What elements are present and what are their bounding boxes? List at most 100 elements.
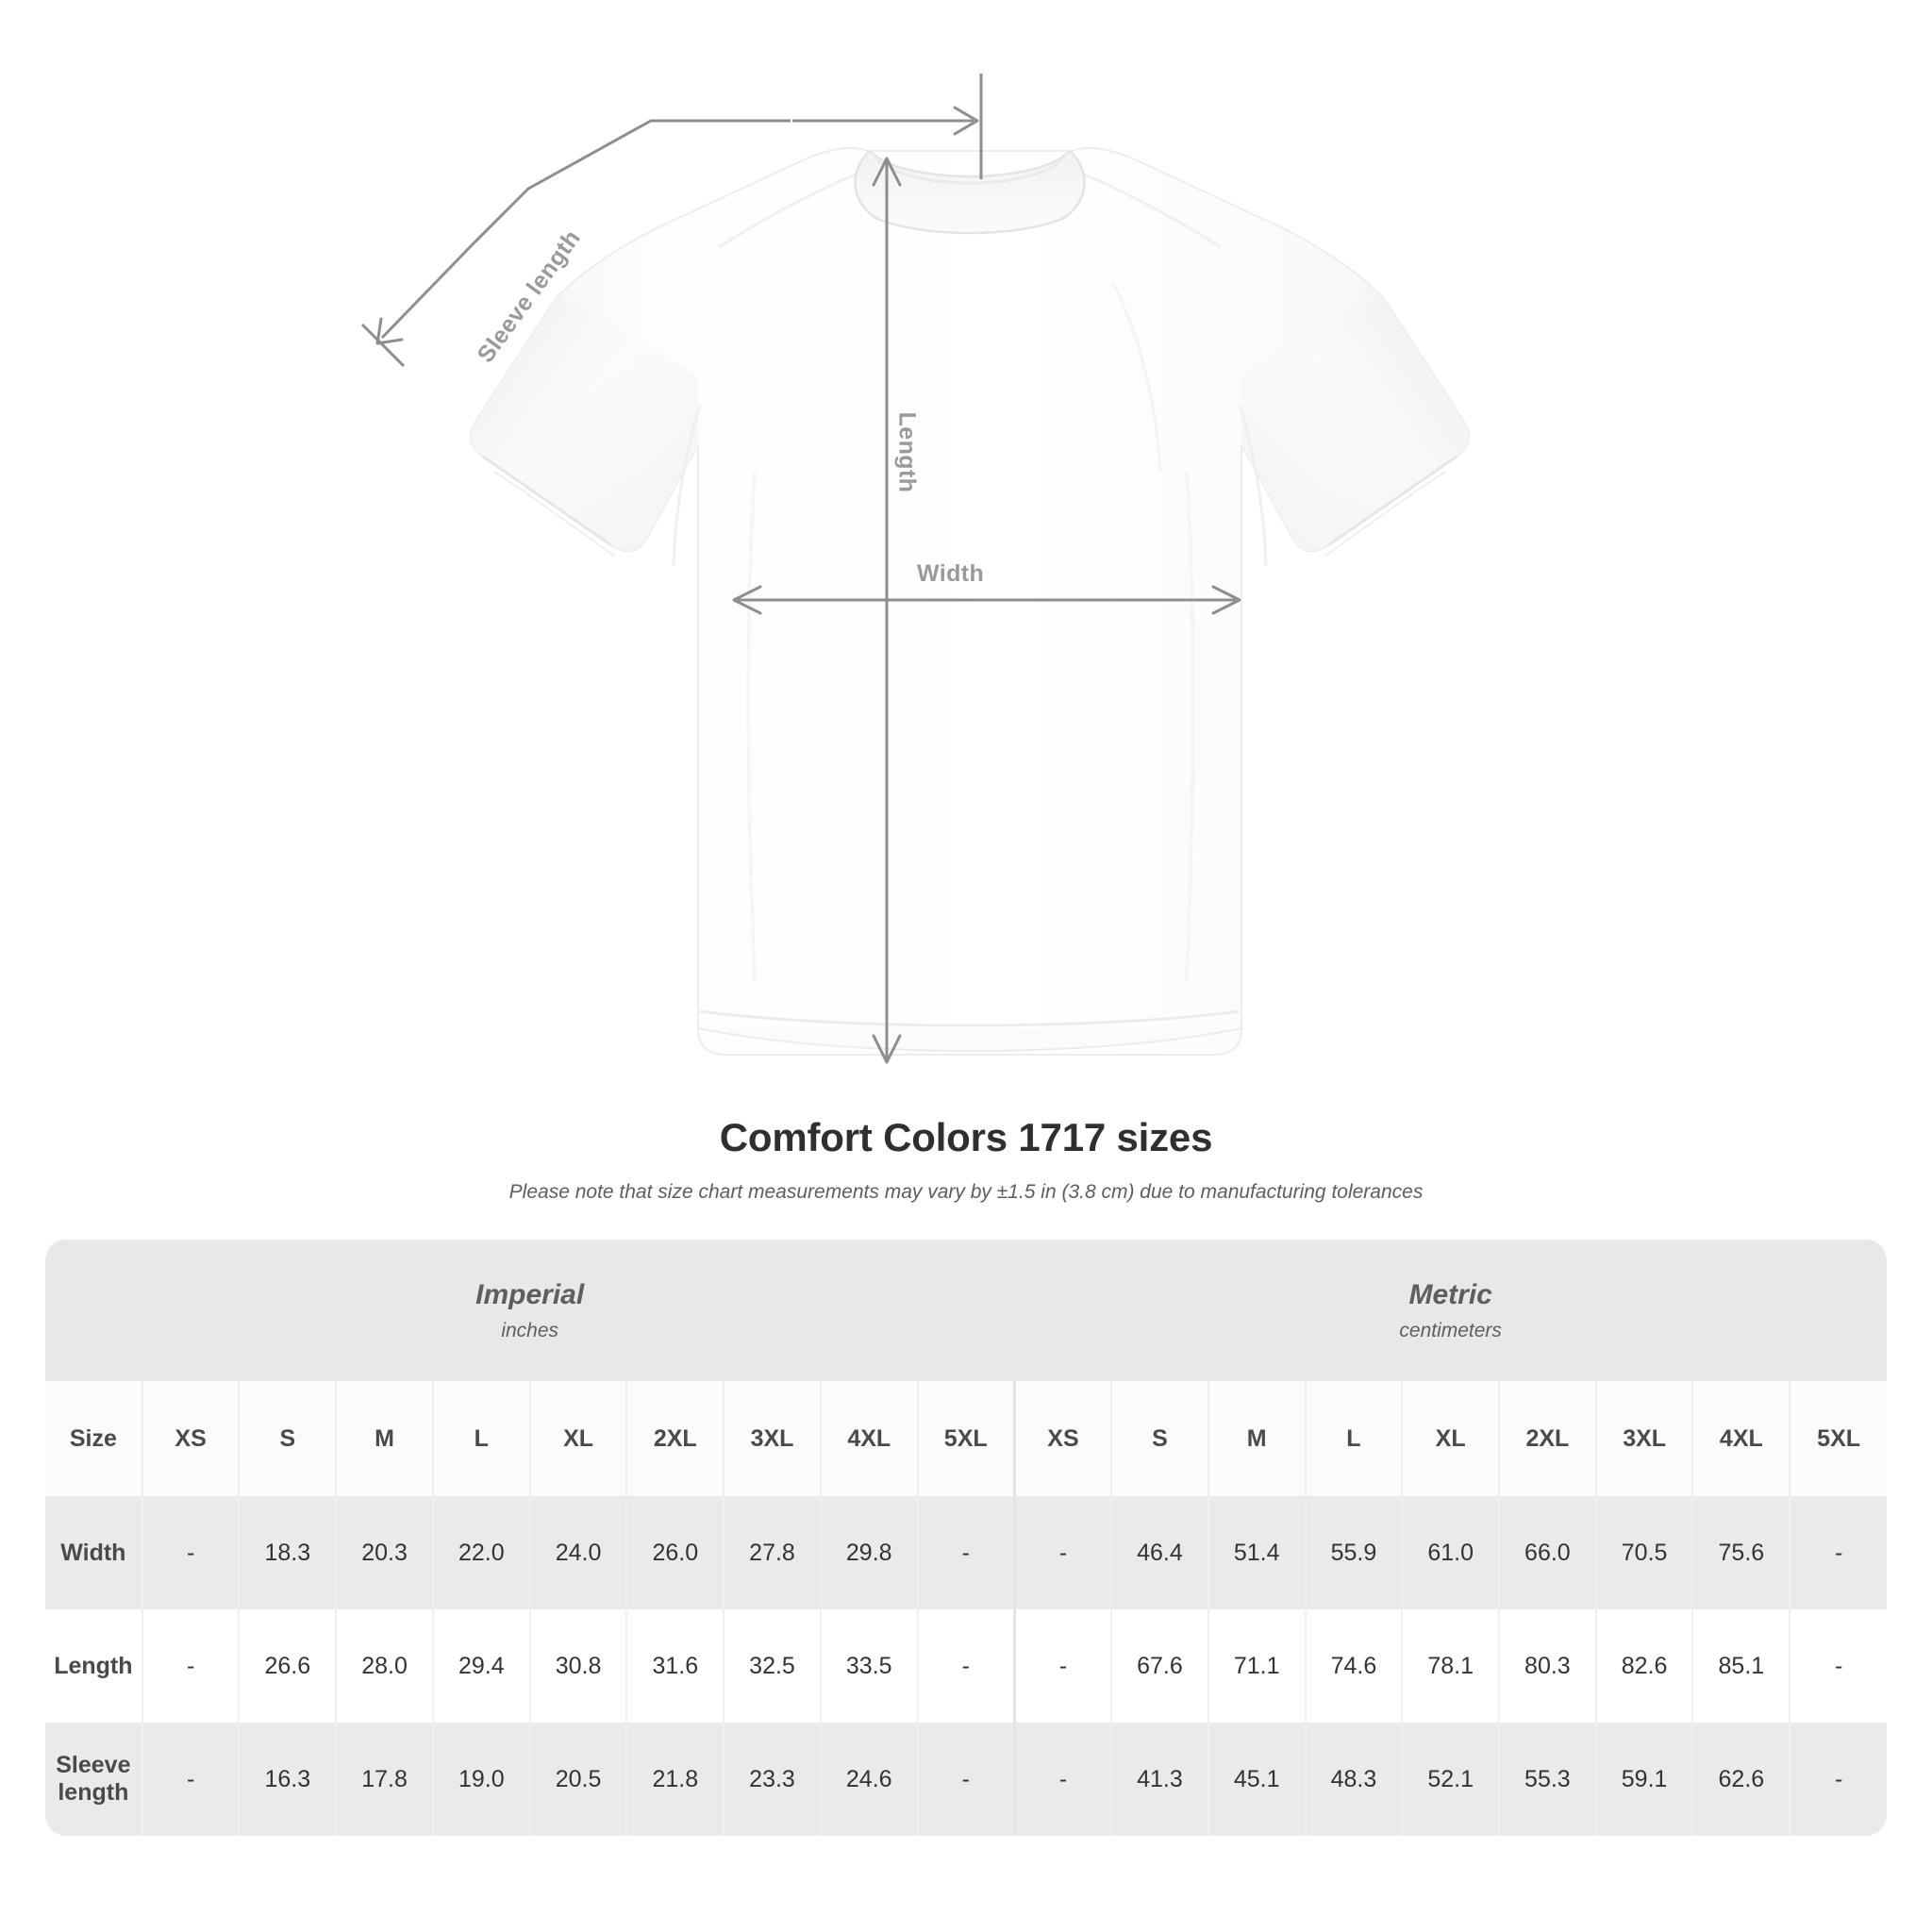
size-chart-table: Imperial inches Metric centimeters Size … (45, 1240, 1887, 1836)
size-column-header: Size (45, 1381, 142, 1496)
width-label: Width (917, 560, 985, 587)
cell-sleeve-metric-s: 41.3 (1110, 1723, 1208, 1836)
cell-width-imperial-3xl: 27.8 (723, 1496, 821, 1609)
metric-header: Metric centimeters (1014, 1240, 1887, 1381)
cell-sleeve-imperial-l: 19.0 (431, 1723, 530, 1836)
table-body: Width - 18.3 20.3 22.0 24.0 26.0 27.8 29… (45, 1496, 1887, 1836)
cell-sleeve-imperial-5xl: - (916, 1723, 1015, 1836)
tolerance-note: Please note that size chart measurements… (508, 1181, 1424, 1203)
cell-length-imperial-5xl: - (916, 1609, 1015, 1723)
size-header-row: Size XS S M L XL 2XL 3XL 4XL 5XL XS S M … (45, 1381, 1887, 1496)
size-header-metric-m: M (1207, 1381, 1306, 1496)
imperial-unit-name: Imperial (475, 1278, 585, 1310)
cell-width-imperial-l: 22.0 (431, 1496, 530, 1609)
size-header-imperial-3xl: 3XL (723, 1381, 821, 1496)
cell-width-metric-xl: 61.0 (1401, 1496, 1500, 1609)
row-label-sleeve-length: Sleeve length (45, 1723, 142, 1836)
cell-sleeve-metric-3xl: 59.1 (1594, 1723, 1693, 1836)
cell-length-imperial-4xl: 33.5 (819, 1609, 918, 1723)
cell-length-metric-s: 67.6 (1110, 1609, 1208, 1723)
length-arrowhead-top (872, 157, 902, 187)
cell-width-metric-5xl: - (1789, 1496, 1887, 1609)
cell-sleeve-imperial-s: 16.3 (238, 1723, 337, 1836)
table-row: Length - 26.6 28.0 29.4 30.8 31.6 32.5 3… (45, 1609, 1887, 1723)
size-header-metric-5xl: 5XL (1789, 1381, 1887, 1496)
cell-sleeve-imperial-2xl: 21.8 (625, 1723, 724, 1836)
cell-length-imperial-3xl: 32.5 (723, 1609, 821, 1723)
cell-width-metric-3xl: 70.5 (1594, 1496, 1693, 1609)
length-arrowhead-bottom (872, 1034, 902, 1064)
cell-sleeve-imperial-m: 17.8 (335, 1723, 433, 1836)
cell-width-metric-l: 55.9 (1304, 1496, 1403, 1609)
sleeve-end-tick (360, 323, 406, 368)
cell-width-metric-2xl: 66.0 (1498, 1496, 1596, 1609)
size-header-imperial-5xl: 5XL (916, 1381, 1015, 1496)
cell-width-imperial-xs: - (141, 1496, 240, 1609)
title-block: Comfort Colors 1717 sizes Please note th… (0, 1115, 1932, 1204)
measurement-lines (360, 74, 1241, 1064)
size-header-metric-3xl: 3XL (1594, 1381, 1693, 1496)
cell-width-metric-m: 51.4 (1207, 1496, 1306, 1609)
width-arrowhead-right (1211, 585, 1241, 615)
cell-sleeve-imperial-xs: - (141, 1723, 240, 1836)
cell-sleeve-imperial-4xl: 24.6 (819, 1723, 918, 1836)
table-row: Sleeve length - 16.3 17.8 19.0 20.5 21.8… (45, 1723, 1887, 1836)
size-header-imperial-s: S (238, 1381, 337, 1496)
imperial-header: Imperial inches (45, 1240, 1015, 1381)
cell-length-metric-4xl: 85.1 (1691, 1609, 1790, 1723)
size-header-metric-xl: XL (1401, 1381, 1500, 1496)
cell-length-imperial-xs: - (141, 1609, 240, 1723)
cell-sleeve-metric-2xl: 55.3 (1498, 1723, 1596, 1836)
size-header-metric-2xl: 2XL (1498, 1381, 1596, 1496)
size-table-wrap: Imperial inches Metric centimeters Size … (45, 1240, 1887, 1836)
row-label-width: Width (45, 1496, 142, 1609)
cell-width-metric-xs: - (1012, 1496, 1112, 1609)
table-row: Width - 18.3 20.3 22.0 24.0 26.0 27.8 29… (45, 1496, 1887, 1609)
cell-sleeve-metric-m: 45.1 (1207, 1723, 1306, 1836)
sleeve-length-line (380, 119, 791, 340)
cell-sleeve-metric-5xl: - (1789, 1723, 1887, 1836)
cell-length-metric-3xl: 82.6 (1594, 1609, 1693, 1723)
cell-sleeve-metric-xl: 52.1 (1401, 1723, 1500, 1836)
size-header-imperial-2xl: 2XL (625, 1381, 724, 1496)
sleeve-arrowhead (375, 317, 404, 345)
tshirt-diagram: Sleeve length Length Width (360, 74, 1471, 1064)
cell-length-metric-2xl: 80.3 (1498, 1609, 1596, 1723)
cell-width-metric-s: 46.4 (1110, 1496, 1208, 1609)
shoulder-arrowhead (953, 106, 979, 136)
cell-length-imperial-xl: 30.8 (528, 1609, 627, 1723)
width-arrowhead-left (732, 585, 762, 615)
cell-sleeve-metric-4xl: 62.6 (1691, 1723, 1790, 1836)
cell-length-metric-m: 71.1 (1207, 1609, 1306, 1723)
cell-sleeve-metric-l: 48.3 (1304, 1723, 1403, 1836)
cell-length-metric-l: 74.6 (1304, 1609, 1403, 1723)
cell-width-imperial-xl: 24.0 (528, 1496, 627, 1609)
cell-length-imperial-s: 26.6 (238, 1609, 337, 1723)
size-header-imperial-m: M (335, 1381, 433, 1496)
size-header-imperial-4xl: 4XL (819, 1381, 918, 1496)
size-header-metric-xs: XS (1012, 1381, 1112, 1496)
size-header-imperial-xs: XS (141, 1381, 240, 1496)
imperial-unit-sub: inches (501, 1319, 559, 1341)
cell-width-metric-4xl: 75.6 (1691, 1496, 1790, 1609)
length-label: Length (893, 411, 921, 493)
row-label-length: Length (45, 1609, 142, 1723)
cell-length-metric-xs: - (1012, 1609, 1112, 1723)
size-header-metric-l: L (1304, 1381, 1403, 1496)
size-header-imperial-xl: XL (528, 1381, 627, 1496)
metric-unit-sub: centimeters (1399, 1319, 1502, 1341)
cell-width-imperial-2xl: 26.0 (625, 1496, 724, 1609)
unit-header-row: Imperial inches Metric centimeters (45, 1240, 1887, 1381)
cell-width-imperial-5xl: - (916, 1496, 1015, 1609)
cell-width-imperial-4xl: 29.8 (819, 1496, 918, 1609)
metric-unit-name: Metric (1408, 1278, 1492, 1310)
cell-length-imperial-l: 29.4 (431, 1609, 530, 1723)
cell-length-imperial-m: 28.0 (335, 1609, 433, 1723)
cell-sleeve-imperial-3xl: 23.3 (723, 1723, 821, 1836)
cell-length-metric-5xl: - (1789, 1609, 1887, 1723)
cell-sleeve-metric-xs: - (1012, 1723, 1112, 1836)
page-title: Comfort Colors 1717 sizes (719, 1115, 1213, 1159)
table-head: Imperial inches Metric centimeters Size … (45, 1240, 1887, 1496)
cell-length-metric-xl: 78.1 (1401, 1609, 1500, 1723)
cell-length-imperial-2xl: 31.6 (625, 1609, 724, 1723)
